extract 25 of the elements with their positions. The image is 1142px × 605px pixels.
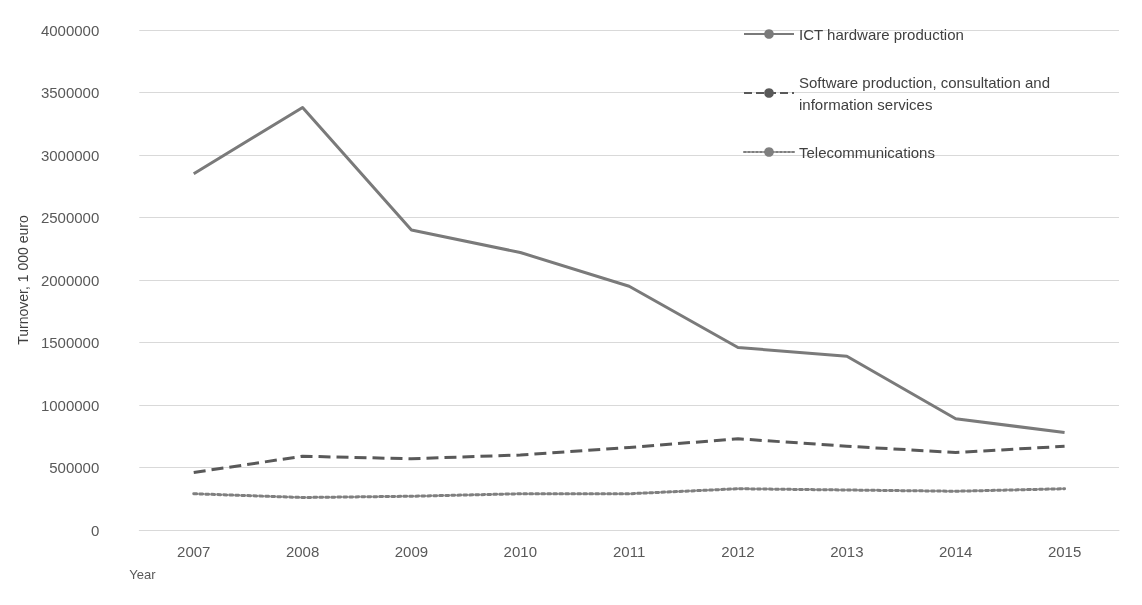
x-tick-label: 2011 bbox=[613, 543, 646, 560]
y-tick-label: 0 bbox=[90, 521, 100, 539]
x-tick-label: 2014 bbox=[939, 543, 973, 560]
x-tick-label: 2012 bbox=[721, 543, 755, 560]
x-tick-label: 2009 bbox=[394, 543, 429, 560]
y-tick-label: 3000000 bbox=[40, 146, 100, 164]
x-tick-label: 2013 bbox=[830, 543, 864, 560]
x-tick-label: 2010 bbox=[503, 543, 537, 560]
y-tick-label: 1000000 bbox=[40, 396, 100, 414]
x-axis-title: Year bbox=[129, 567, 157, 582]
y-axis-title: Turnover, 1 000 euro bbox=[15, 215, 31, 345]
legend-label: Telecommunications bbox=[799, 143, 935, 161]
x-tick-label: 2015 bbox=[1047, 543, 1082, 560]
legend-label: ICT hardware production bbox=[799, 25, 964, 43]
y-tick-label: 4000000 bbox=[40, 21, 100, 39]
y-tick-label: 1500000 bbox=[40, 334, 100, 351]
line-series bbox=[192, 487, 1067, 499]
x-tick-label: 2007 bbox=[177, 543, 211, 560]
y-tick-label: 3500000 bbox=[40, 84, 100, 101]
x-tick-label: 2008 bbox=[285, 543, 320, 560]
y-tick-label: 500000 bbox=[49, 459, 100, 476]
legend-label: Software production, consultation and information services bbox=[799, 73, 1055, 113]
y-tick-label: 2000000 bbox=[40, 271, 100, 289]
y-tick-label: 2500000 bbox=[40, 209, 100, 226]
line-series bbox=[192, 437, 1067, 474]
